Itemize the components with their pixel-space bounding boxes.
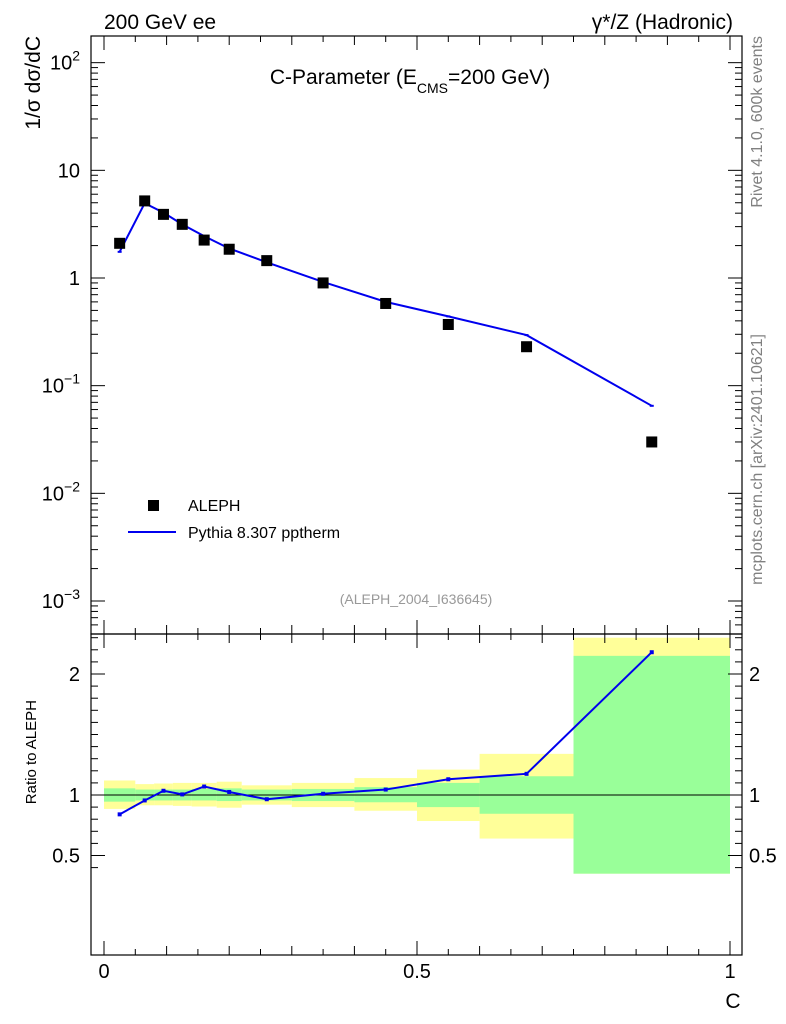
legend: ALEPH Pythia 8.307 pptherm (128, 498, 340, 542)
ratio-ytick-label-right-0: 0.5 (749, 846, 777, 868)
ratio-point-1 (142, 798, 147, 803)
ratio-ytick-label-right-2: 2 (749, 664, 760, 686)
mcplots-label: mcplots.cern.ch [arXiv:2401.10621] (749, 334, 766, 585)
data-marker-2 (157, 208, 169, 220)
main-ytick-label-1: 10−2 (42, 478, 80, 505)
ratio-y-axis-label: Ratio to ALEPH (23, 700, 40, 804)
legend-mc-label: Pythia 8.307 pptherm (188, 525, 340, 542)
ratio-point-2 (161, 788, 166, 793)
data-marker-4 (198, 234, 210, 246)
ratio-ytick-label-0: 0.5 (52, 846, 80, 868)
ratio-ytick-label-1: 1 (69, 785, 80, 807)
data-marker-5 (223, 243, 235, 255)
ratio-inner-band-11 (573, 655, 730, 874)
main-ytick-label-3: 1 (69, 268, 80, 290)
ratio-mc-line (119, 651, 653, 816)
main-y-axis-label: 1/σ dσ/dC (22, 36, 45, 130)
ratio-point-4 (202, 784, 207, 789)
data-marker-8 (380, 297, 392, 309)
chart-title: C-Parameter (ECMS=200 GeV) (270, 66, 550, 96)
ratio-point-9 (446, 777, 451, 782)
ratio-ytick-label-right-1: 1 (749, 785, 760, 807)
ratio-point-0 (117, 812, 122, 817)
main-ytick-label-0: 10−3 (42, 586, 80, 613)
data-marker-6 (261, 255, 273, 267)
data-marker-3 (176, 218, 188, 230)
main-series-layer (114, 195, 658, 448)
ratio-point-6 (264, 797, 269, 802)
data-marker-9 (442, 318, 454, 330)
xtick-label-2: 1 (724, 961, 735, 983)
data-marker-7 (317, 277, 329, 289)
data-marker-1 (139, 195, 151, 207)
xtick-label-1: 0.5 (403, 961, 431, 983)
ratio-ytick-label-2: 2 (69, 664, 80, 686)
header-left-label: 200 GeV ee (104, 11, 216, 34)
ratio-point-11 (649, 650, 654, 655)
main-ytick-label-2: 10−1 (42, 371, 80, 398)
xtick-label-0: 0 (98, 961, 109, 983)
main-frame (90, 35, 743, 635)
ratio-point-7 (321, 791, 326, 796)
legend-data-marker (148, 500, 159, 511)
data-marker-11 (646, 436, 658, 448)
data-marker-0 (114, 237, 126, 249)
header-right-label: γ*/Z (Hadronic) (592, 11, 733, 34)
ratio-point-10 (524, 771, 529, 776)
ratio-uncertainty-bands (91, 637, 742, 874)
rivet-version-label: Rivet 4.1.0, 600k events (749, 36, 766, 208)
main-ytick-label-4: 10 (58, 160, 80, 182)
legend-data-label: ALEPH (188, 498, 240, 515)
ratio-series-layer (117, 650, 654, 817)
x-axis-label: C (725, 990, 740, 1013)
axes-layer: 10−3 10−2 10−1 1 10 102 0 0.5 1 0.5 0.5 1 1 2 2 (42, 35, 777, 983)
ratio-point-3 (180, 792, 185, 797)
ratio-point-5 (227, 789, 232, 794)
data-marker-10 (521, 341, 533, 353)
main-ytick-label-5: 102 (50, 48, 80, 75)
analysis-id-label: (ALEPH_2004_I636645) (340, 591, 493, 607)
ratio-point-8 (383, 787, 388, 792)
